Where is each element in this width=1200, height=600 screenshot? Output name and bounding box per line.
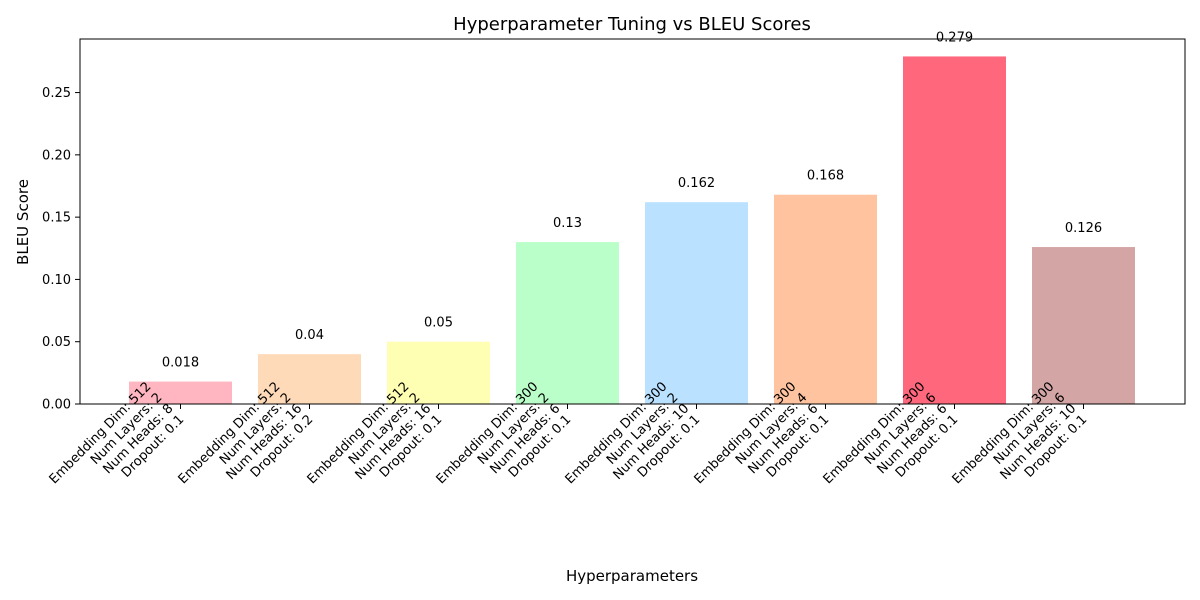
- y-tick-label: 0.25: [42, 86, 71, 101]
- y-tick-label: 0.10: [42, 273, 71, 288]
- plot-area: 0.018 0.04 0.05 0.13 0.162 0.168 0.279 0.126 0.0…: [42, 30, 1186, 520]
- y-tick-label: 0.05: [42, 335, 71, 350]
- y-tick-label: 0.00: [42, 398, 71, 413]
- bar-value-label: 0.05: [424, 316, 453, 331]
- bar: [645, 202, 748, 404]
- y-tick-label: 0.15: [42, 211, 71, 226]
- bar: [1032, 247, 1135, 404]
- y-axis-label: BLEU Score: [14, 179, 32, 265]
- bar-value-label: 0.04: [295, 328, 324, 343]
- bar: [387, 341, 490, 404]
- bar-value-label: 0.018: [162, 356, 199, 371]
- bar-value-label: 0.126: [1065, 221, 1102, 236]
- bar-value-label: 0.162: [678, 176, 715, 191]
- bar-value-label: 0.13: [553, 216, 582, 231]
- chart-title: Hyperparameter Tuning vs BLEU Scores: [453, 14, 811, 35]
- bar: [903, 56, 1006, 404]
- bar: [774, 194, 877, 404]
- bar: [258, 354, 361, 404]
- bar: [516, 242, 619, 404]
- y-tick-label: 0.20: [42, 148, 71, 163]
- x-tick-label: Embedding Dim: 512Num Layers: 2Num Heads…: [176, 379, 317, 520]
- bar-value-label: 0.168: [807, 169, 844, 184]
- bar: [129, 381, 232, 404]
- bar-value-label: 0.279: [936, 30, 973, 45]
- plot-frame: [79, 38, 1186, 405]
- x-axis-label: Hyperparameters: [566, 567, 698, 585]
